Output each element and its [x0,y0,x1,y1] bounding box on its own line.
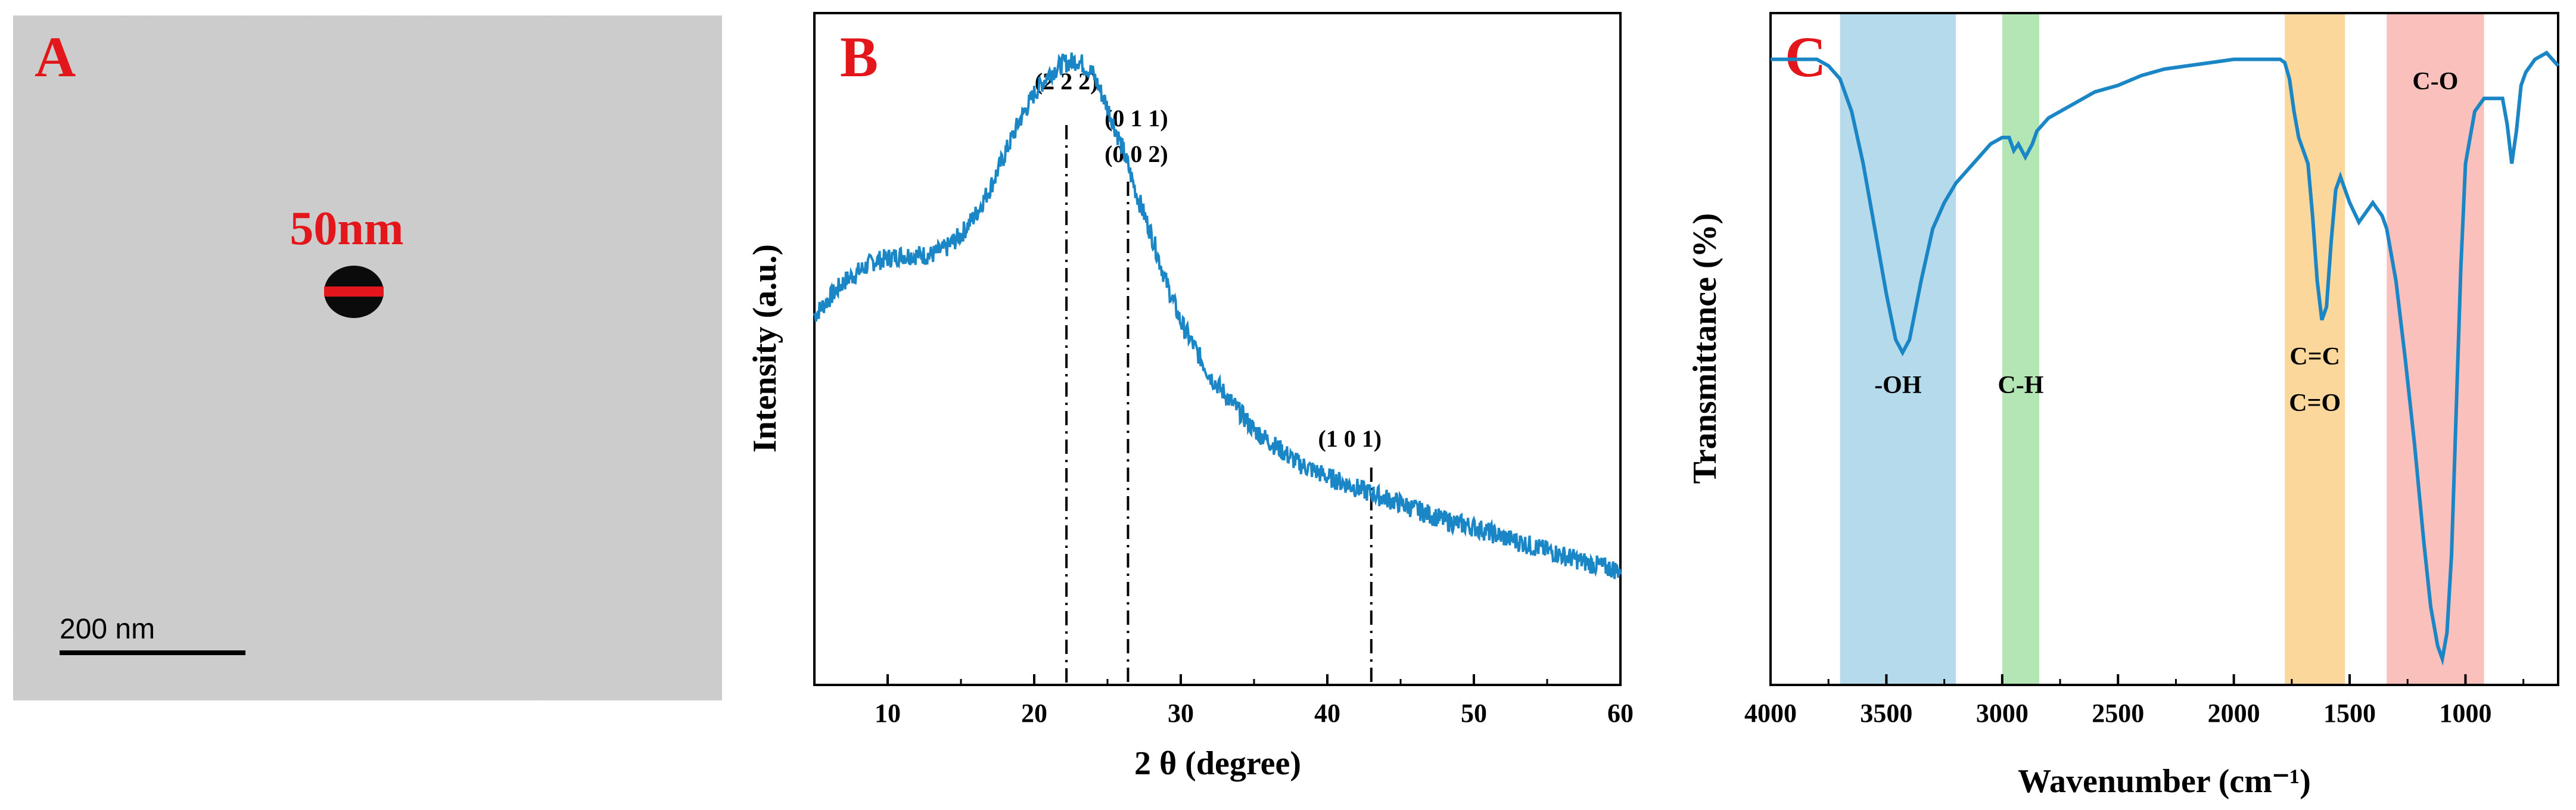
plot-frame-b [813,12,1622,686]
xrd-series-line [813,52,1622,580]
c-x-tick-label: 1500 [2323,699,2376,728]
c-x-axis-label: Wavenumber (cm⁻¹) [2018,763,2311,800]
b-x-tick-label: 50 [1461,699,1487,728]
panel-b-letter: B [840,25,878,89]
b-x-ticks: 10 20 30 40 50 60 [875,674,1634,728]
b-hkl-label: (1 0 1) [1318,425,1382,452]
c-band-label: C-H [1998,372,2043,399]
c-x-tick-label: 1000 [2439,699,2491,728]
b-x-tick-label: 20 [1021,699,1047,728]
ftir-series-line [1771,50,2559,666]
b-hkl-label: (0 1 1) [1105,105,1168,132]
panel-b: B (2 2 2)(0 1 1)(0 0 2)(1 0 1) 10 20 30 40 5… [746,12,1634,782]
c-absorption-band [1840,13,1956,685]
b-x-tick-label: 30 [1168,699,1194,728]
c-x-ticks: 4000 3500 3000 2500 2000 1500 1000 [1744,674,2525,728]
b-annotations: (2 2 2)(0 1 1)(0 0 2)(1 0 1) [1035,68,1382,685]
b-x-axis-label: 2 θ (degree) [1134,745,1301,782]
c-band-label: -OH [1874,372,1921,399]
c-absorption-band [2002,13,2040,685]
c-bands: -OH C-H C=C C=O C-O [1840,13,2484,685]
c-band-label: C=O [2289,390,2341,417]
c-x-tick-label: 3000 [1976,699,2029,728]
tem-grain-texture [13,15,722,700]
c-x-tick-label: 2500 [2092,699,2144,728]
c-band-label: C-O [2412,68,2458,95]
scale-bar [60,650,245,655]
c-x-tick-label: 2000 [2208,699,2260,728]
panel-a-letter: A [35,25,76,89]
b-hkl-label: (0 0 2) [1105,141,1168,167]
panel-c-letter: C [1785,25,1826,89]
c-absorption-band [2387,13,2484,685]
panel-c: -OH C-H C=C C=O C-O C 4000 3500 3000 2500 2000 15… [1687,12,2559,800]
scale-bar-label: 200 nm [60,613,155,645]
b-y-axis-label: Intensity (a.u.) [746,244,783,453]
b-x-tick-label: 60 [1607,699,1634,728]
particle-diameter-marker [324,286,384,297]
panel-a: A 50nm 200 nm [13,15,722,700]
c-x-tick-label: 4000 [1744,699,1797,728]
plot-frame-c [1769,12,2559,686]
particle-size-label: 50nm [290,202,403,255]
c-band-label: C=C [2289,343,2340,370]
c-x-tick-label: 3500 [1860,699,1912,728]
b-x-tick-label: 10 [875,699,901,728]
c-y-axis-label: Transmittance (%) [1687,213,1723,484]
b-x-tick-label: 40 [1314,699,1340,728]
